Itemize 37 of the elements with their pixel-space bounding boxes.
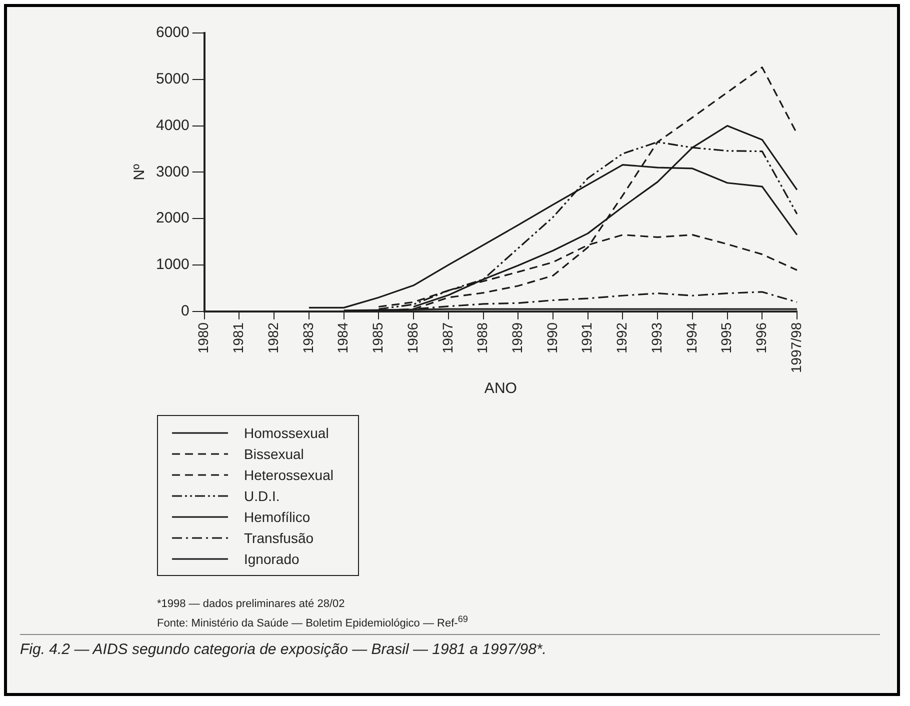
y-tick-label: 0 [181, 302, 190, 320]
y-tick-label: 4000 [156, 116, 190, 134]
y-tick-label: 5000 [156, 70, 190, 88]
legend-label: Homossexual [244, 424, 329, 440]
x-tick-label: 1994 [683, 322, 700, 354]
x-tick-label: 1990 [544, 322, 560, 354]
x-tick-label: 1987 [439, 322, 456, 354]
x-tick-label: 1997/98 [788, 322, 804, 374]
x-tick-label: 1986 [404, 322, 420, 354]
text: Fig. 4.2 — AIDS segundo categoria de exposição — Brasil — 1981 a 1997/98*. [20, 634, 880, 658]
x-tick-label: 1983 [300, 322, 316, 354]
y-tick-label: 3000 [156, 163, 190, 180]
legend-label: Bissexual [244, 446, 304, 462]
x-tick-label: 1981 [230, 322, 246, 354]
legend-label: Transfusão [244, 530, 314, 546]
text: *1998 — dados preliminares até 28/02 [157, 597, 346, 612]
y-tick-label: 2000 [156, 210, 190, 227]
x-tick-label: 1985 [370, 322, 386, 354]
legend-label: Hemofílico [244, 508, 310, 524]
legend-label: U.D.I. [244, 488, 280, 504]
x-tick-label: 1980 [195, 322, 212, 354]
y-axis-title: Nº [131, 164, 148, 180]
x-axis-title: ANO [484, 380, 517, 398]
legend-label: Ignorado [244, 550, 300, 566]
x-tick-label: 1993 [648, 322, 664, 354]
x-tick-label: 1991 [578, 322, 595, 354]
x-tick-label: 1996 [753, 322, 769, 354]
legend-label: Heterossexual [244, 466, 334, 482]
x-tick-label: 1989 [508, 322, 525, 354]
x-tick-label: 1992 [614, 322, 630, 354]
source-note: Fonte: Ministério da Saúde — Boletim Epidemiológico — Ref-$^{69}$ [157, 613, 468, 632]
x-tick-label: 1988 [474, 322, 490, 354]
x-tick-label: 1982 [264, 322, 281, 354]
y-tick-label: 1000 [156, 256, 190, 274]
y-tick-label: 6000 [156, 24, 190, 42]
x-tick-label: 1995 [718, 322, 734, 354]
x-tick-label: 1984 [334, 322, 351, 354]
